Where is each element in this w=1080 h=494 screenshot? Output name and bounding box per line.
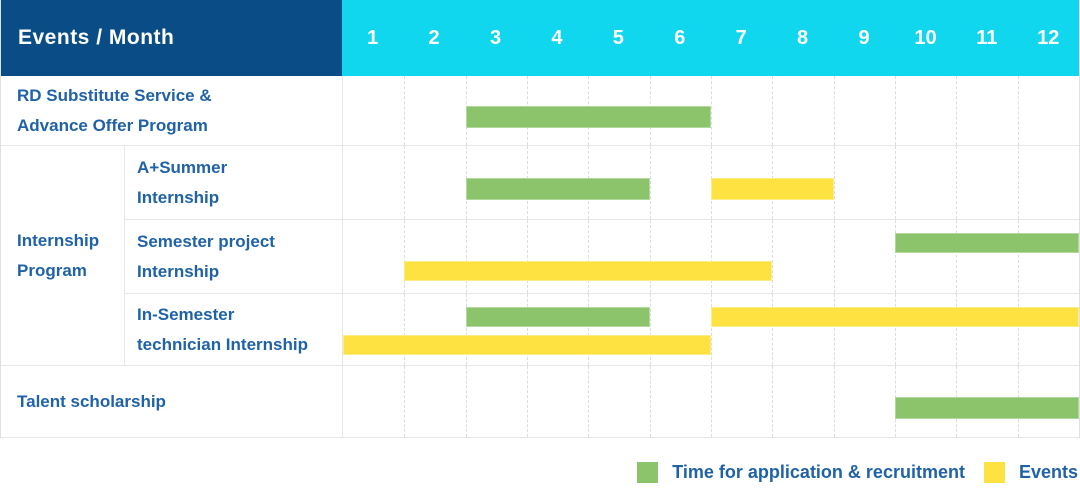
legend-label: Events: [1018, 461, 1078, 482]
month-header-11: 11: [956, 0, 1018, 76]
month-gridline: [895, 294, 896, 365]
month-gridline: [895, 220, 896, 293]
group-label-internship-program: Internship Program: [1, 146, 125, 366]
month-header-2: 2: [403, 0, 465, 76]
legend: Time for application & recruitment Events: [637, 456, 1078, 488]
month-gridline: [1017, 294, 1019, 365]
month-gridline: [772, 366, 774, 437]
bar-green-month-3-5: [465, 177, 650, 200]
legend-label: Time for application & recruitment: [672, 461, 965, 482]
month-gridline: [649, 366, 651, 437]
month-header-12: 12: [1017, 0, 1079, 76]
events-month-table: Events / Month 1 2 3 4 5 6 7 8 9 10 11 12 RD Substit…: [0, 0, 1080, 438]
month-gridline: [1017, 76, 1019, 145]
month-header-3: 3: [464, 0, 527, 76]
month-header-9: 9: [833, 0, 895, 76]
row-chart-area: [342, 294, 1079, 366]
month-gridline: [711, 366, 712, 437]
month-gridline: [895, 146, 896, 219]
bar-yellow-month-1-6: [343, 335, 711, 355]
legend-swatch-green: [637, 461, 659, 483]
legend-swatch-yellow: [983, 461, 1005, 483]
row-chart-area: [342, 220, 1079, 294]
month-gridline: [465, 366, 467, 437]
row-label: Semester project Internship: [125, 220, 342, 294]
month-gridline: [772, 220, 774, 293]
month-gridline: [649, 146, 651, 219]
month-gridline: [527, 366, 528, 437]
month-gridline: [711, 76, 712, 145]
month-header-10: 10: [894, 0, 957, 76]
month-gridline: [404, 146, 406, 219]
month-gridline: [649, 220, 651, 293]
row-chart-area: [342, 76, 1079, 146]
month-gridline: [833, 146, 835, 219]
month-header-8: 8: [771, 0, 834, 76]
month-gridline: [711, 220, 712, 293]
bar-green-month-10-12: [895, 396, 1079, 419]
table-header-title: Events / Month: [1, 0, 342, 76]
month-header-1: 1: [342, 0, 404, 76]
month-gridline: [404, 76, 406, 145]
month-gridline: [833, 294, 835, 365]
month-gridline: [588, 366, 590, 437]
month-gridline: [956, 146, 958, 219]
legend-item: Time for application & recruitment: [637, 461, 965, 483]
month-gridline: [833, 76, 835, 145]
row-label: A+Summer Internship: [125, 146, 342, 220]
bar-green-month-3-5: [465, 307, 650, 327]
legend-item: Events: [983, 461, 1078, 483]
month-gridline: [833, 366, 835, 437]
bar-yellow-month-7-12: [711, 307, 1079, 327]
month-gridline: [833, 220, 835, 293]
month-gridline: [956, 76, 958, 145]
month-gridline: [956, 294, 958, 365]
row-label: In-Semester technician Internship: [125, 294, 342, 366]
month-gridline: [772, 294, 774, 365]
row-label: Talent scholarship: [1, 366, 342, 438]
month-header-4: 4: [526, 0, 588, 76]
month-gridline: [1017, 146, 1019, 219]
month-header-5: 5: [587, 0, 650, 76]
month-header-6: 6: [649, 0, 711, 76]
month-gridline: [1017, 220, 1019, 293]
month-gridline: [404, 220, 406, 293]
month-gridline: [465, 220, 467, 293]
month-gridline: [772, 76, 774, 145]
bar-green-month-3-6: [465, 105, 711, 128]
month-header-7: 7: [710, 0, 772, 76]
month-gridline: [527, 220, 528, 293]
row-chart-area: [342, 366, 1079, 438]
month-gridline: [895, 76, 896, 145]
bar-yellow-month-2-7: [404, 261, 773, 281]
month-gridline: [588, 220, 590, 293]
bar-green-month-10-12: [895, 233, 1079, 253]
row-label: RD Substitute Service & Advance Offer Pr…: [1, 76, 342, 146]
row-chart-area: [342, 146, 1079, 220]
month-gridline: [956, 220, 958, 293]
bar-yellow-month-7-8: [711, 177, 834, 200]
month-gridline: [711, 294, 712, 365]
month-gridline: [404, 366, 406, 437]
